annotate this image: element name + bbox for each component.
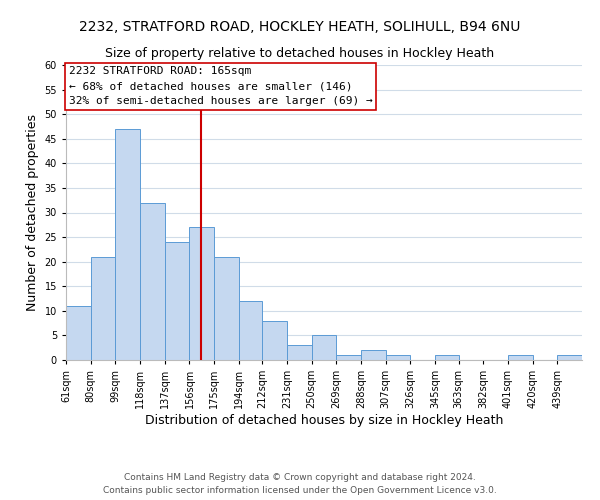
Text: Contains HM Land Registry data © Crown copyright and database right 2024.
Contai: Contains HM Land Registry data © Crown c… [103,473,497,495]
Bar [91,257,115,360]
X-axis label: Distribution of detached houses by size in Hockley Heath: Distribution of detached houses by size … [145,414,503,427]
Y-axis label: Number of detached properties: Number of detached properties [26,114,39,311]
Bar [508,355,533,360]
Bar [262,320,287,360]
Bar [557,355,582,360]
Text: 2232 STRATFORD ROAD: 165sqm
← 68% of detached houses are smaller (146)
32% of se: 2232 STRATFORD ROAD: 165sqm ← 68% of det… [68,66,373,106]
Bar [140,202,165,360]
Bar [435,355,458,360]
Bar [115,129,140,360]
Bar [361,350,386,360]
Text: 2232, STRATFORD ROAD, HOCKLEY HEATH, SOLIHULL, B94 6NU: 2232, STRATFORD ROAD, HOCKLEY HEATH, SOL… [79,20,521,34]
Bar [337,355,361,360]
Bar [311,336,337,360]
Text: Size of property relative to detached houses in Hockley Heath: Size of property relative to detached ho… [106,48,494,60]
Bar [190,227,214,360]
Bar [66,306,91,360]
Bar [214,257,239,360]
Bar [287,345,311,360]
Bar [239,301,262,360]
Bar [386,355,410,360]
Bar [165,242,190,360]
